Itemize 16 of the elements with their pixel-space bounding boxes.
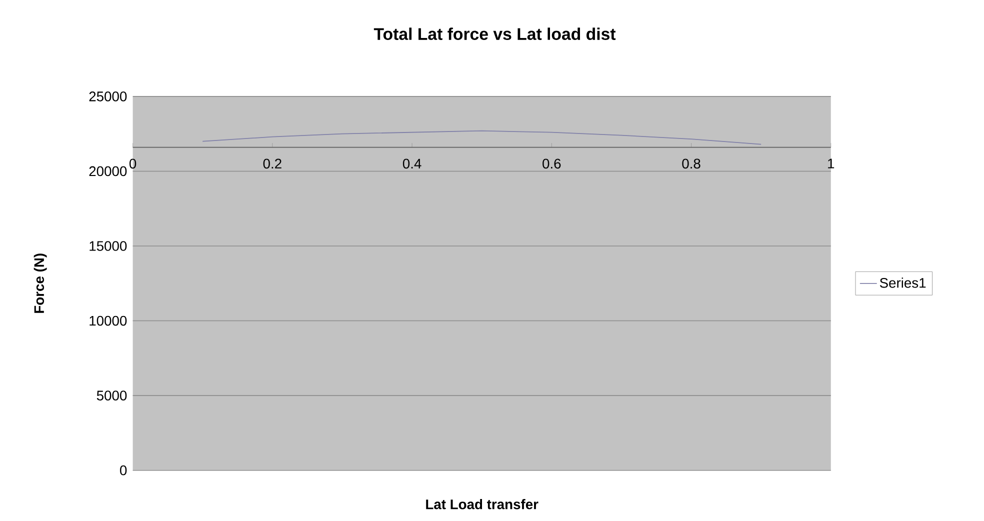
chart-title: Total Lat force vs Lat load dist bbox=[374, 28, 616, 40]
x-tick-label: 1 bbox=[828, 158, 834, 168]
y-axis-title: Force (N) bbox=[34, 254, 47, 313]
x-tick-label: 0.6 bbox=[542, 158, 561, 169]
x-tick-label: 0.4 bbox=[402, 158, 422, 169]
legend-label: Series1 bbox=[880, 278, 926, 288]
y-tick-label: 5000 bbox=[96, 390, 127, 400]
y-tick-label: 20000 bbox=[89, 166, 127, 176]
x-tick-label: 0.8 bbox=[682, 158, 700, 169]
y-tick-label: 10000 bbox=[90, 316, 127, 326]
x-axis-title: Lat Load transfer bbox=[426, 499, 538, 510]
y-tick-label: 0 bbox=[120, 465, 127, 476]
y-tick-label: 15000 bbox=[90, 241, 127, 251]
y-tick-label: 25000 bbox=[89, 91, 127, 102]
x-tick-label: 0.2 bbox=[263, 158, 282, 169]
x-tick-label: 0 bbox=[129, 158, 136, 169]
